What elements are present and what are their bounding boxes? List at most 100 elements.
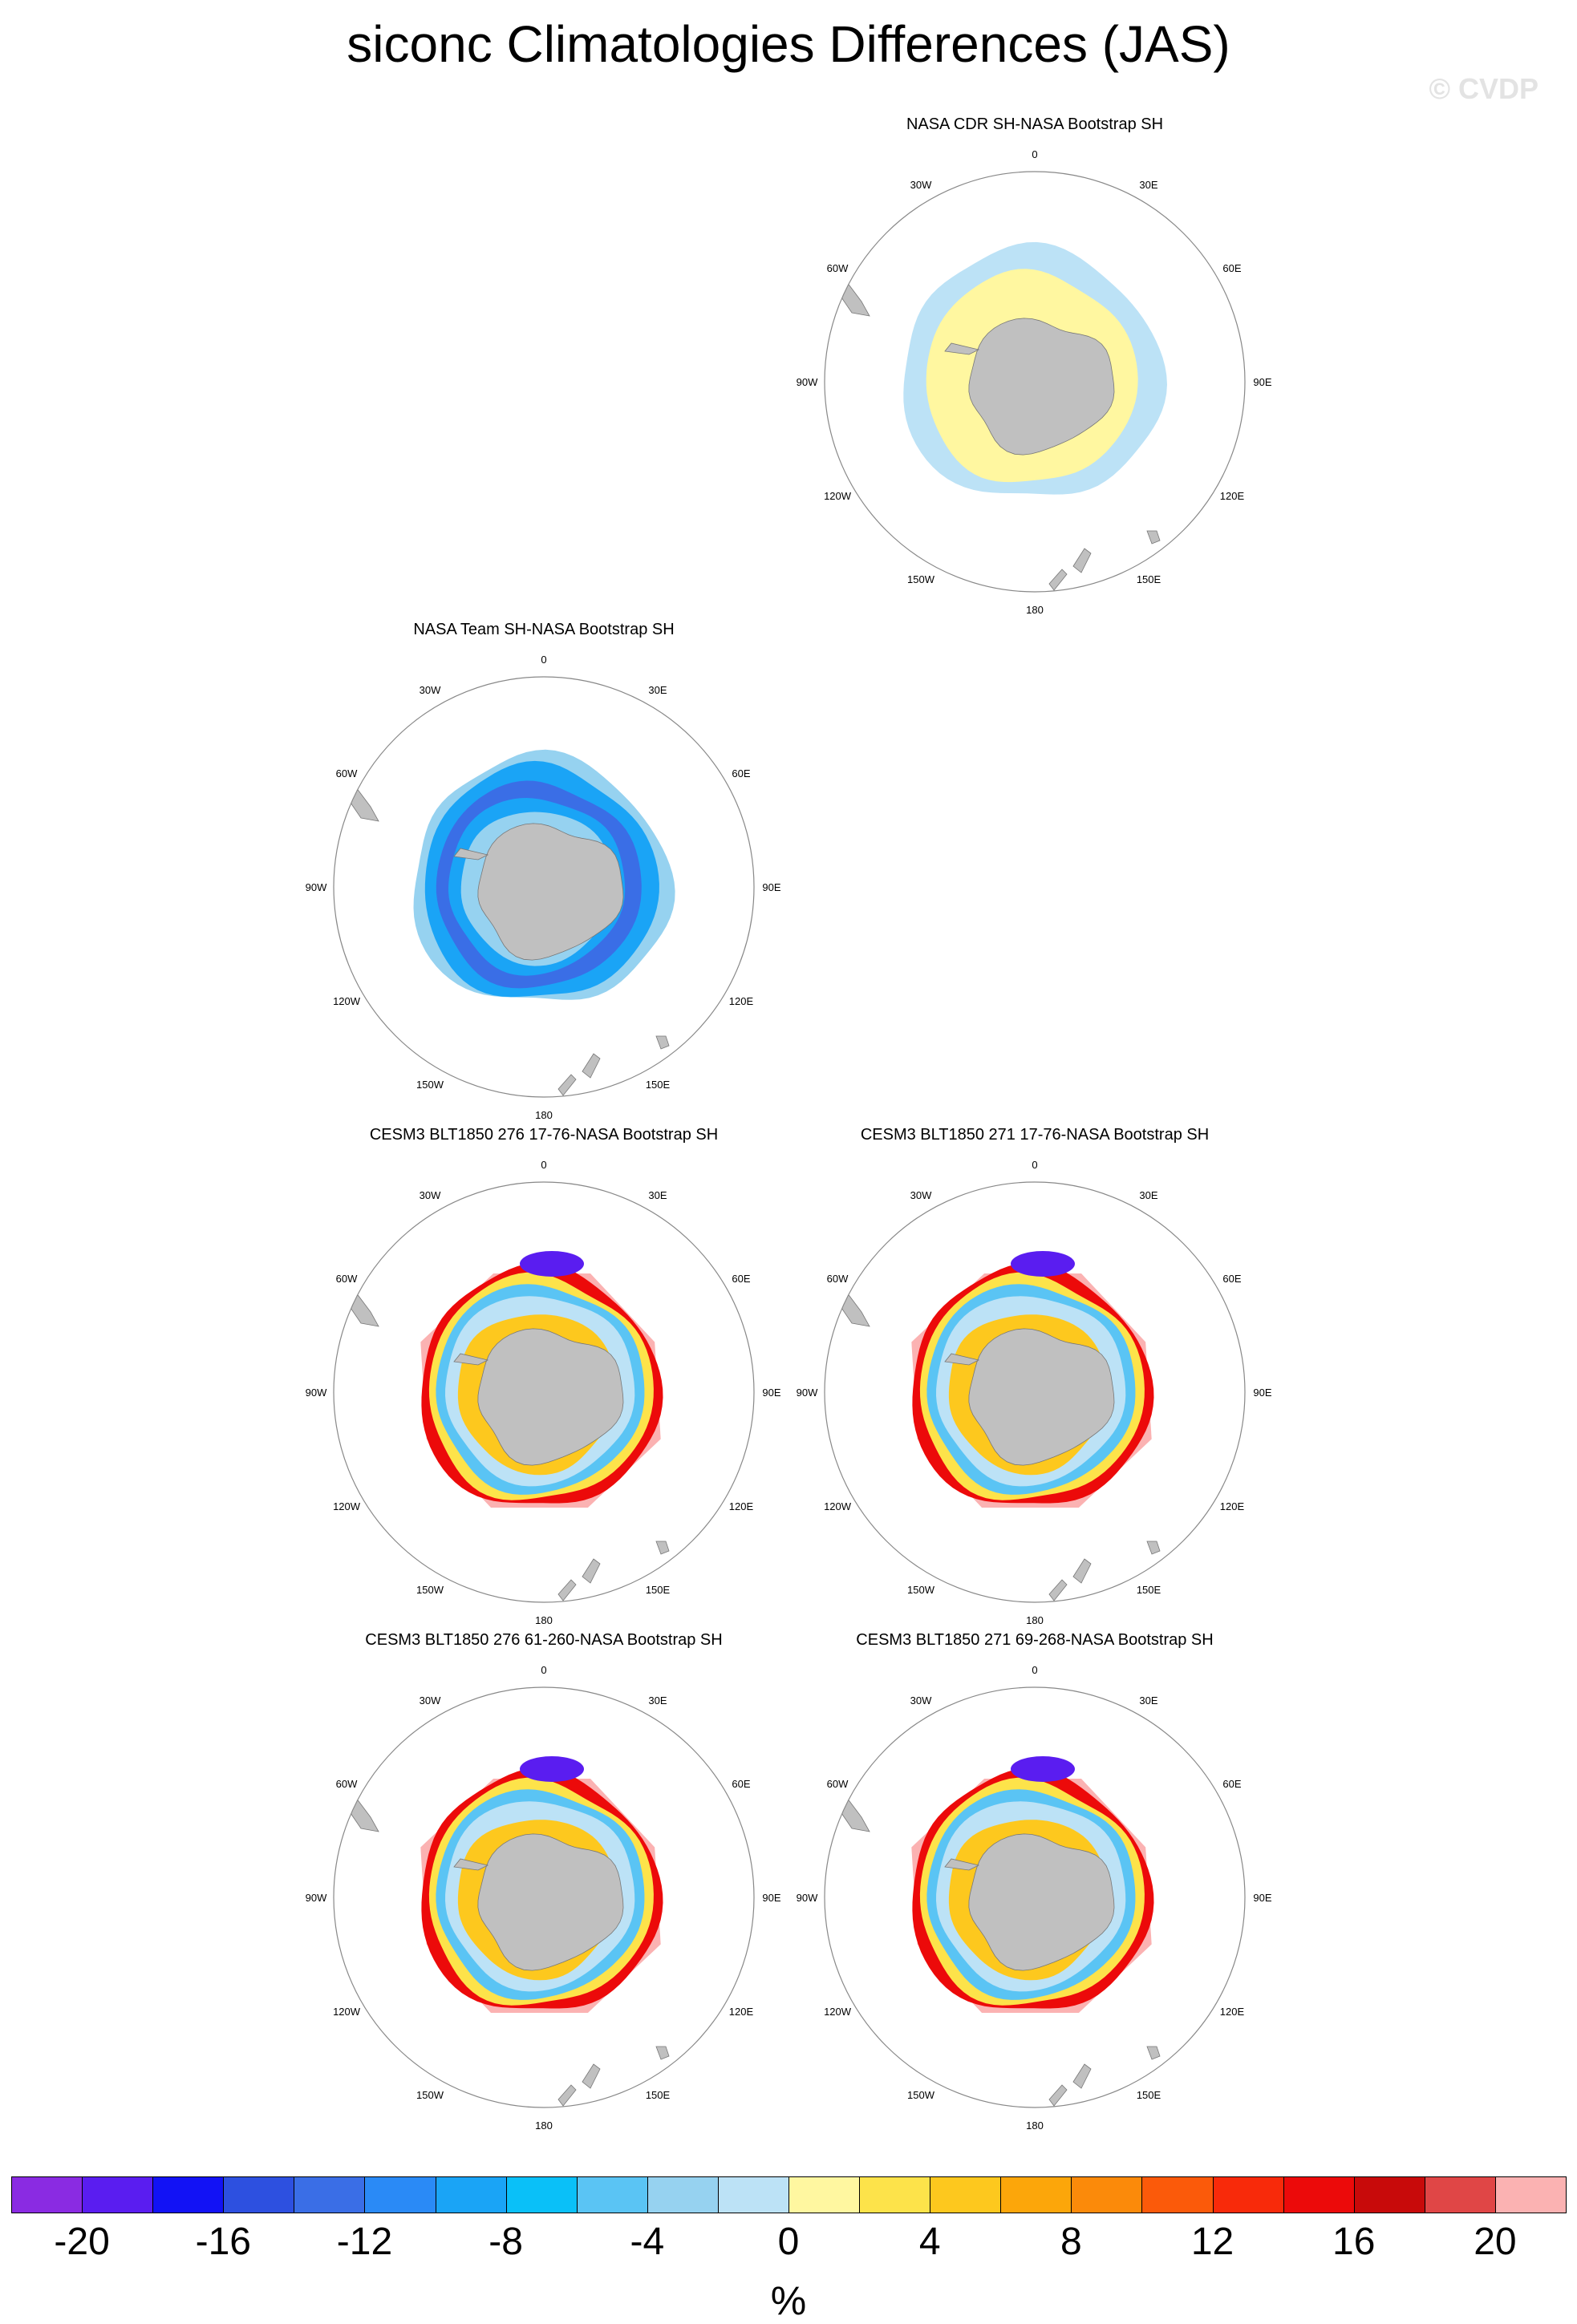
map-boundary xyxy=(824,1181,1246,1603)
longitude-label: 90E xyxy=(1253,376,1271,388)
longitude-label: 0 xyxy=(541,1159,546,1171)
colorbar-tick-label: -12 xyxy=(336,2221,393,2263)
polar-map: 0 30E 60E 90E 120E 150E 180 150W 120W 90W 60W 30W xyxy=(797,1664,1272,2132)
panel-title: NASA CDR SH-NASA Bootstrap SH xyxy=(906,115,1164,133)
map-boundary xyxy=(333,1686,755,2108)
colorbar xyxy=(11,2176,1567,2213)
colorbar-box xyxy=(294,2176,366,2213)
new-zealand-land xyxy=(1048,548,1092,591)
colorbar-tick-label: -16 xyxy=(195,2221,251,2263)
longitude-label: 90E xyxy=(1253,1387,1271,1399)
colorbar-tick-label: 4 xyxy=(918,2221,941,2263)
tasmania-land xyxy=(1146,1541,1161,1555)
tasmania-land xyxy=(655,2046,670,2060)
polar-map: 0 30E 60E 90E 120E 150E 180 150W 120W 90W 60W 30W xyxy=(797,1159,1272,1626)
panel-title: CESM3 BLT1850 271 17-76-NASA Bootstrap S… xyxy=(860,1126,1210,1144)
colorbar-box xyxy=(788,2176,861,2213)
longitude-label: 120W xyxy=(333,1500,361,1512)
colorbar-box xyxy=(647,2176,719,2213)
longitude-label: 120E xyxy=(1220,1500,1245,1512)
colorbar-box xyxy=(11,2176,83,2213)
colorbar-box xyxy=(930,2176,1002,2213)
colorbar-box xyxy=(1212,2176,1284,2213)
antarctic-peninsula xyxy=(453,848,489,860)
sea-ice-difference-negative-patch xyxy=(520,1756,584,1782)
longitude-label: 150W xyxy=(907,1584,935,1596)
colorbar-box xyxy=(1000,2176,1072,2213)
map-boundary xyxy=(824,171,1246,593)
colorbar-box xyxy=(435,2176,507,2213)
longitude-label: 30W xyxy=(420,1694,441,1707)
polar-map: 0 30E 60E 90E 120E 150E 180 150W 120W 90W 60W 30W xyxy=(306,1664,781,2132)
map-panel-cesm3-271-69-268: CESM3 BLT1850 271 69-268-NASA Bootstrap … xyxy=(794,1631,1275,2144)
map-panel-cesm3-276-61-260: CESM3 BLT1850 276 61-260-NASA Bootstrap … xyxy=(303,1631,784,2144)
longitude-label: 30W xyxy=(910,1694,932,1707)
longitude-label: 150W xyxy=(416,1079,444,1091)
colorbar-box xyxy=(1424,2176,1496,2213)
map-boundary xyxy=(824,1686,1246,2108)
colorbar-box xyxy=(1494,2176,1567,2213)
colorbar-box xyxy=(1353,2176,1425,2213)
map-content xyxy=(334,1182,754,1602)
longitude-label: 60E xyxy=(732,1778,750,1790)
longitude-label: 60W xyxy=(827,1778,849,1790)
map-panel-nasa-team: NASA Team SH-NASA Bootstrap SH 0 30E 60E 90… xyxy=(303,621,784,1134)
map-content xyxy=(334,677,754,1097)
new-zealand-land xyxy=(557,1558,601,1601)
colorbar-box xyxy=(717,2176,789,2213)
longitude-label: 90W xyxy=(797,1387,818,1399)
longitude-label: 120E xyxy=(1220,490,1245,502)
longitude-label: 60E xyxy=(1222,1273,1241,1285)
map-content xyxy=(825,1182,1245,1602)
longitude-label: 60W xyxy=(827,1273,849,1285)
longitude-label: 0 xyxy=(541,1664,546,1676)
polar-map: 0 30E 60E 90E 120E 150E 180 150W 120W 90W 60W 30W xyxy=(797,148,1272,616)
longitude-label: 90E xyxy=(1253,1892,1271,1904)
antarctica-land xyxy=(968,318,1115,455)
longitude-label: 30E xyxy=(648,684,667,696)
longitude-label: 30E xyxy=(648,1189,667,1201)
longitude-label: 120W xyxy=(824,2006,852,2018)
longitude-label: 150E xyxy=(646,1584,671,1596)
longitude-label: 150W xyxy=(416,1584,444,1596)
antarctic-peninsula xyxy=(453,1353,489,1366)
map-content xyxy=(825,1687,1245,2107)
longitude-label: 120W xyxy=(824,490,852,502)
map-boundary xyxy=(333,1181,755,1603)
longitude-label: 120W xyxy=(824,1500,852,1512)
figure-title: siconc Climatologies Differences (JAS) xyxy=(347,15,1230,73)
tasmania-land xyxy=(655,1035,670,1050)
longitude-label: 60E xyxy=(732,767,750,779)
antarctica-land xyxy=(477,1833,624,1971)
longitude-label: 60W xyxy=(336,1273,358,1285)
colorbar-box xyxy=(576,2176,648,2213)
longitude-label: 60E xyxy=(1222,262,1241,274)
longitude-label: 120W xyxy=(333,995,361,1007)
panel-title: CESM3 BLT1850 276 61-260-NASA Bootstrap … xyxy=(365,1631,723,1649)
colorbar-tick-label: 20 xyxy=(1474,2221,1517,2263)
longitude-label: 150E xyxy=(1137,2089,1161,2101)
longitude-label: 90W xyxy=(797,1892,818,1904)
longitude-label: 180 xyxy=(535,1109,553,1121)
map-content xyxy=(334,1687,754,2107)
longitude-label: 30E xyxy=(648,1694,667,1707)
map-boundary xyxy=(333,676,755,1098)
colorbar-units: % xyxy=(770,2278,807,2323)
longitude-label: 180 xyxy=(1026,1614,1044,1626)
longitude-label: 150W xyxy=(907,2089,935,2101)
antarctica-land xyxy=(477,1328,624,1466)
longitude-label: 30W xyxy=(910,179,932,191)
panel-title: CESM3 BLT1850 271 69-268-NASA Bootstrap … xyxy=(856,1631,1214,1649)
longitude-label: 60W xyxy=(827,262,849,274)
longitude-label: 120E xyxy=(729,1500,754,1512)
longitude-label: 30W xyxy=(910,1189,932,1201)
longitude-label: 60W xyxy=(336,767,358,779)
cvdp-watermark: © CVDP xyxy=(1429,72,1538,105)
longitude-label: 30E xyxy=(1139,1694,1157,1707)
longitude-label: 120E xyxy=(729,995,754,1007)
longitude-label: 90W xyxy=(306,1387,327,1399)
antarctica-land xyxy=(968,1833,1115,1971)
colorbar-box xyxy=(505,2176,578,2213)
map-panel-cesm3-271-17-76: CESM3 BLT1850 271 17-76-NASA Bootstrap S… xyxy=(794,1126,1275,1639)
longitude-label: 90E xyxy=(762,1892,780,1904)
